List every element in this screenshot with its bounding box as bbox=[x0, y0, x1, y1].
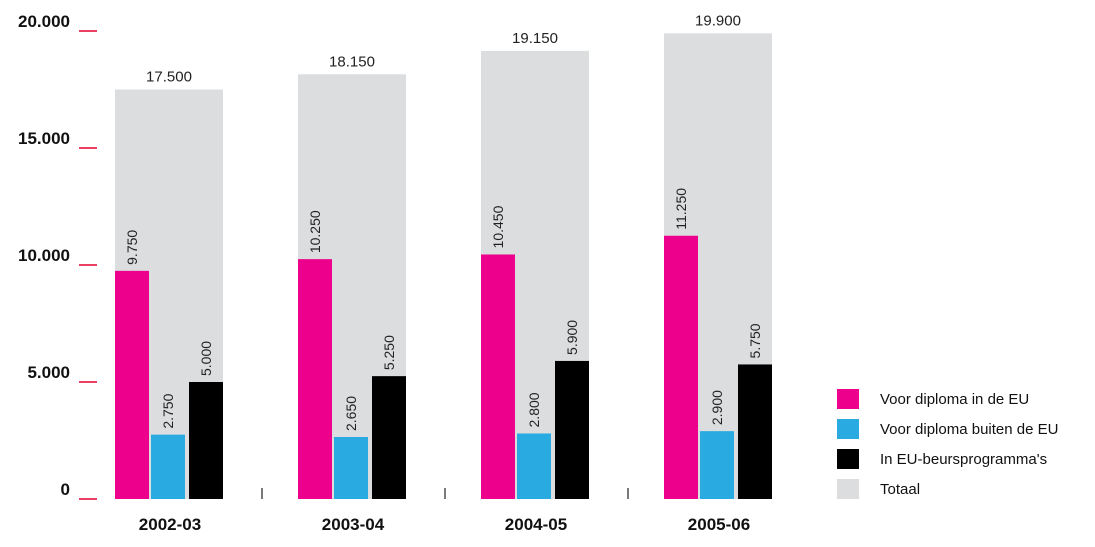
bar bbox=[738, 364, 772, 499]
total-value-label: 17.500 bbox=[146, 69, 192, 86]
bar bbox=[334, 436, 368, 499]
bar bbox=[189, 382, 223, 499]
bar bbox=[555, 360, 589, 499]
legend-label: Totaal bbox=[880, 481, 920, 498]
bar-value-label: 2.900 bbox=[709, 390, 725, 425]
y-tick-label: 0 bbox=[61, 480, 70, 499]
legend-swatch bbox=[837, 419, 859, 439]
bar bbox=[372, 376, 406, 499]
bar bbox=[517, 433, 551, 499]
bar bbox=[481, 254, 515, 499]
bar bbox=[700, 431, 734, 499]
legend-swatch bbox=[837, 389, 859, 409]
bar-value-label: 5.900 bbox=[564, 320, 580, 355]
total-value-label: 19.150 bbox=[512, 30, 558, 47]
y-tick-label: 5.000 bbox=[27, 363, 70, 382]
bar-value-label: 2.650 bbox=[343, 396, 359, 431]
bar-value-label: 2.800 bbox=[526, 392, 542, 427]
legend-label: Voor diploma in de EU bbox=[880, 391, 1029, 408]
y-tick-label: 15.000 bbox=[18, 129, 70, 148]
bar-value-label: 2.750 bbox=[160, 393, 176, 428]
x-tick-label: 2003-04 bbox=[322, 515, 385, 534]
x-tick-label: 2004-05 bbox=[505, 515, 567, 534]
legend-label: Voor diploma buiten de EU bbox=[880, 421, 1058, 438]
bar bbox=[115, 270, 149, 499]
bar-value-label: 10.250 bbox=[307, 210, 323, 253]
legend-swatch bbox=[837, 479, 859, 499]
bar bbox=[151, 434, 185, 499]
bar-value-label: 9.750 bbox=[124, 230, 140, 265]
x-tick-label: 2005-06 bbox=[688, 515, 750, 534]
total-value-label: 18.150 bbox=[329, 53, 375, 70]
bar-value-label: 5.250 bbox=[381, 335, 397, 370]
total-value-label: 19.900 bbox=[695, 12, 741, 29]
y-tick-label: 20.000 bbox=[18, 12, 70, 31]
legend-swatch bbox=[837, 449, 859, 469]
bar bbox=[664, 235, 698, 499]
bar bbox=[298, 259, 332, 499]
bar-value-label: 11.250 bbox=[673, 188, 689, 230]
bar-value-label: 5.750 bbox=[747, 323, 763, 358]
legend-label: In EU-beursprogramma's bbox=[880, 451, 1047, 468]
y-tick-label: 10.000 bbox=[18, 246, 70, 265]
bar-value-label: 5.000 bbox=[198, 341, 214, 376]
bar-value-label: 10.450 bbox=[490, 205, 506, 248]
x-tick-label: 2002-03 bbox=[139, 515, 201, 534]
